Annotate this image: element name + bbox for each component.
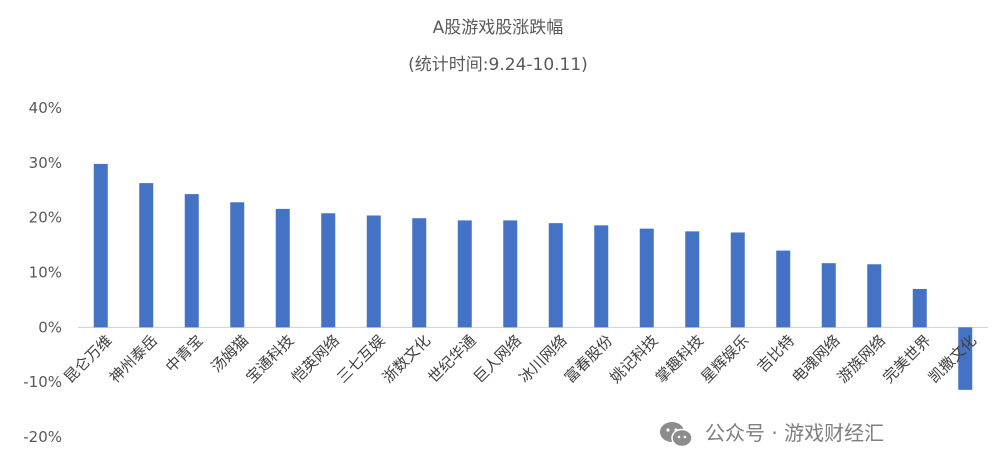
bar <box>594 225 609 328</box>
x-tick-label: 完美世界 <box>879 331 934 386</box>
x-tick-label: 吉比特 <box>754 331 799 376</box>
y-tick-label: 30% <box>29 154 62 172</box>
x-tick-label: 富春股份 <box>561 331 616 386</box>
bar <box>639 228 654 328</box>
y-tick-label: -20% <box>23 428 62 446</box>
chart-subtitle: (统计时间:9.24-10.11) <box>408 55 588 75</box>
bar <box>93 163 108 328</box>
x-tick-label: 神州泰岳 <box>106 331 161 386</box>
bar <box>503 220 518 328</box>
y-tick-label: 0% <box>38 318 62 336</box>
bar <box>275 208 290 328</box>
bar <box>685 231 700 328</box>
bars <box>93 163 973 390</box>
x-tick-label: 掌趣科技 <box>652 331 707 386</box>
bar <box>412 218 427 328</box>
y-tick-label: 20% <box>29 209 62 227</box>
wechat-icon <box>660 422 693 448</box>
y-tick-label: 40% <box>29 99 62 117</box>
x-tick-label: 星辉娱乐 <box>697 331 752 386</box>
watermark: 公众号 · 游戏财经汇 <box>660 421 884 448</box>
y-axis: -20% -10% 0% 10% 20% 30% 40% <box>23 99 62 446</box>
chart-title: A股游戏股涨跌幅 <box>433 18 564 38</box>
x-tick-label: 昆仑万维 <box>60 331 115 386</box>
bar <box>958 327 973 390</box>
x-tick-label: 宝通科技 <box>242 331 297 386</box>
x-tick-label: 汤姆猫 <box>208 331 253 376</box>
watermark-text: 公众号 · 游戏财经汇 <box>705 421 884 445</box>
x-tick-label: 世纪华通 <box>424 331 479 386</box>
x-tick-label: 巨人网络 <box>470 331 525 386</box>
bar <box>139 183 154 328</box>
bar <box>321 213 336 328</box>
bar <box>730 232 745 328</box>
x-tick-label: 电魂网络 <box>788 331 843 386</box>
x-tick-label: 浙数文化 <box>379 331 434 386</box>
x-tick-label: 恺英网络 <box>288 331 343 386</box>
x-tick-label: 姚记科技 <box>606 331 661 386</box>
bar <box>912 288 927 328</box>
bar <box>548 223 563 328</box>
bar <box>184 194 199 328</box>
bar <box>366 215 381 328</box>
bar <box>821 263 836 328</box>
bar <box>776 250 791 328</box>
x-tick-label: 游族网络 <box>834 331 889 386</box>
bar <box>867 264 882 328</box>
bar <box>457 220 472 328</box>
y-tick-label: 10% <box>29 264 62 282</box>
x-tick-label: 三七互娱 <box>333 331 388 386</box>
x-tick-label: 冰川网络 <box>515 331 570 386</box>
y-tick-label: -10% <box>23 373 62 391</box>
x-tick-label: 中青宝 <box>162 331 207 376</box>
bar <box>230 202 245 328</box>
